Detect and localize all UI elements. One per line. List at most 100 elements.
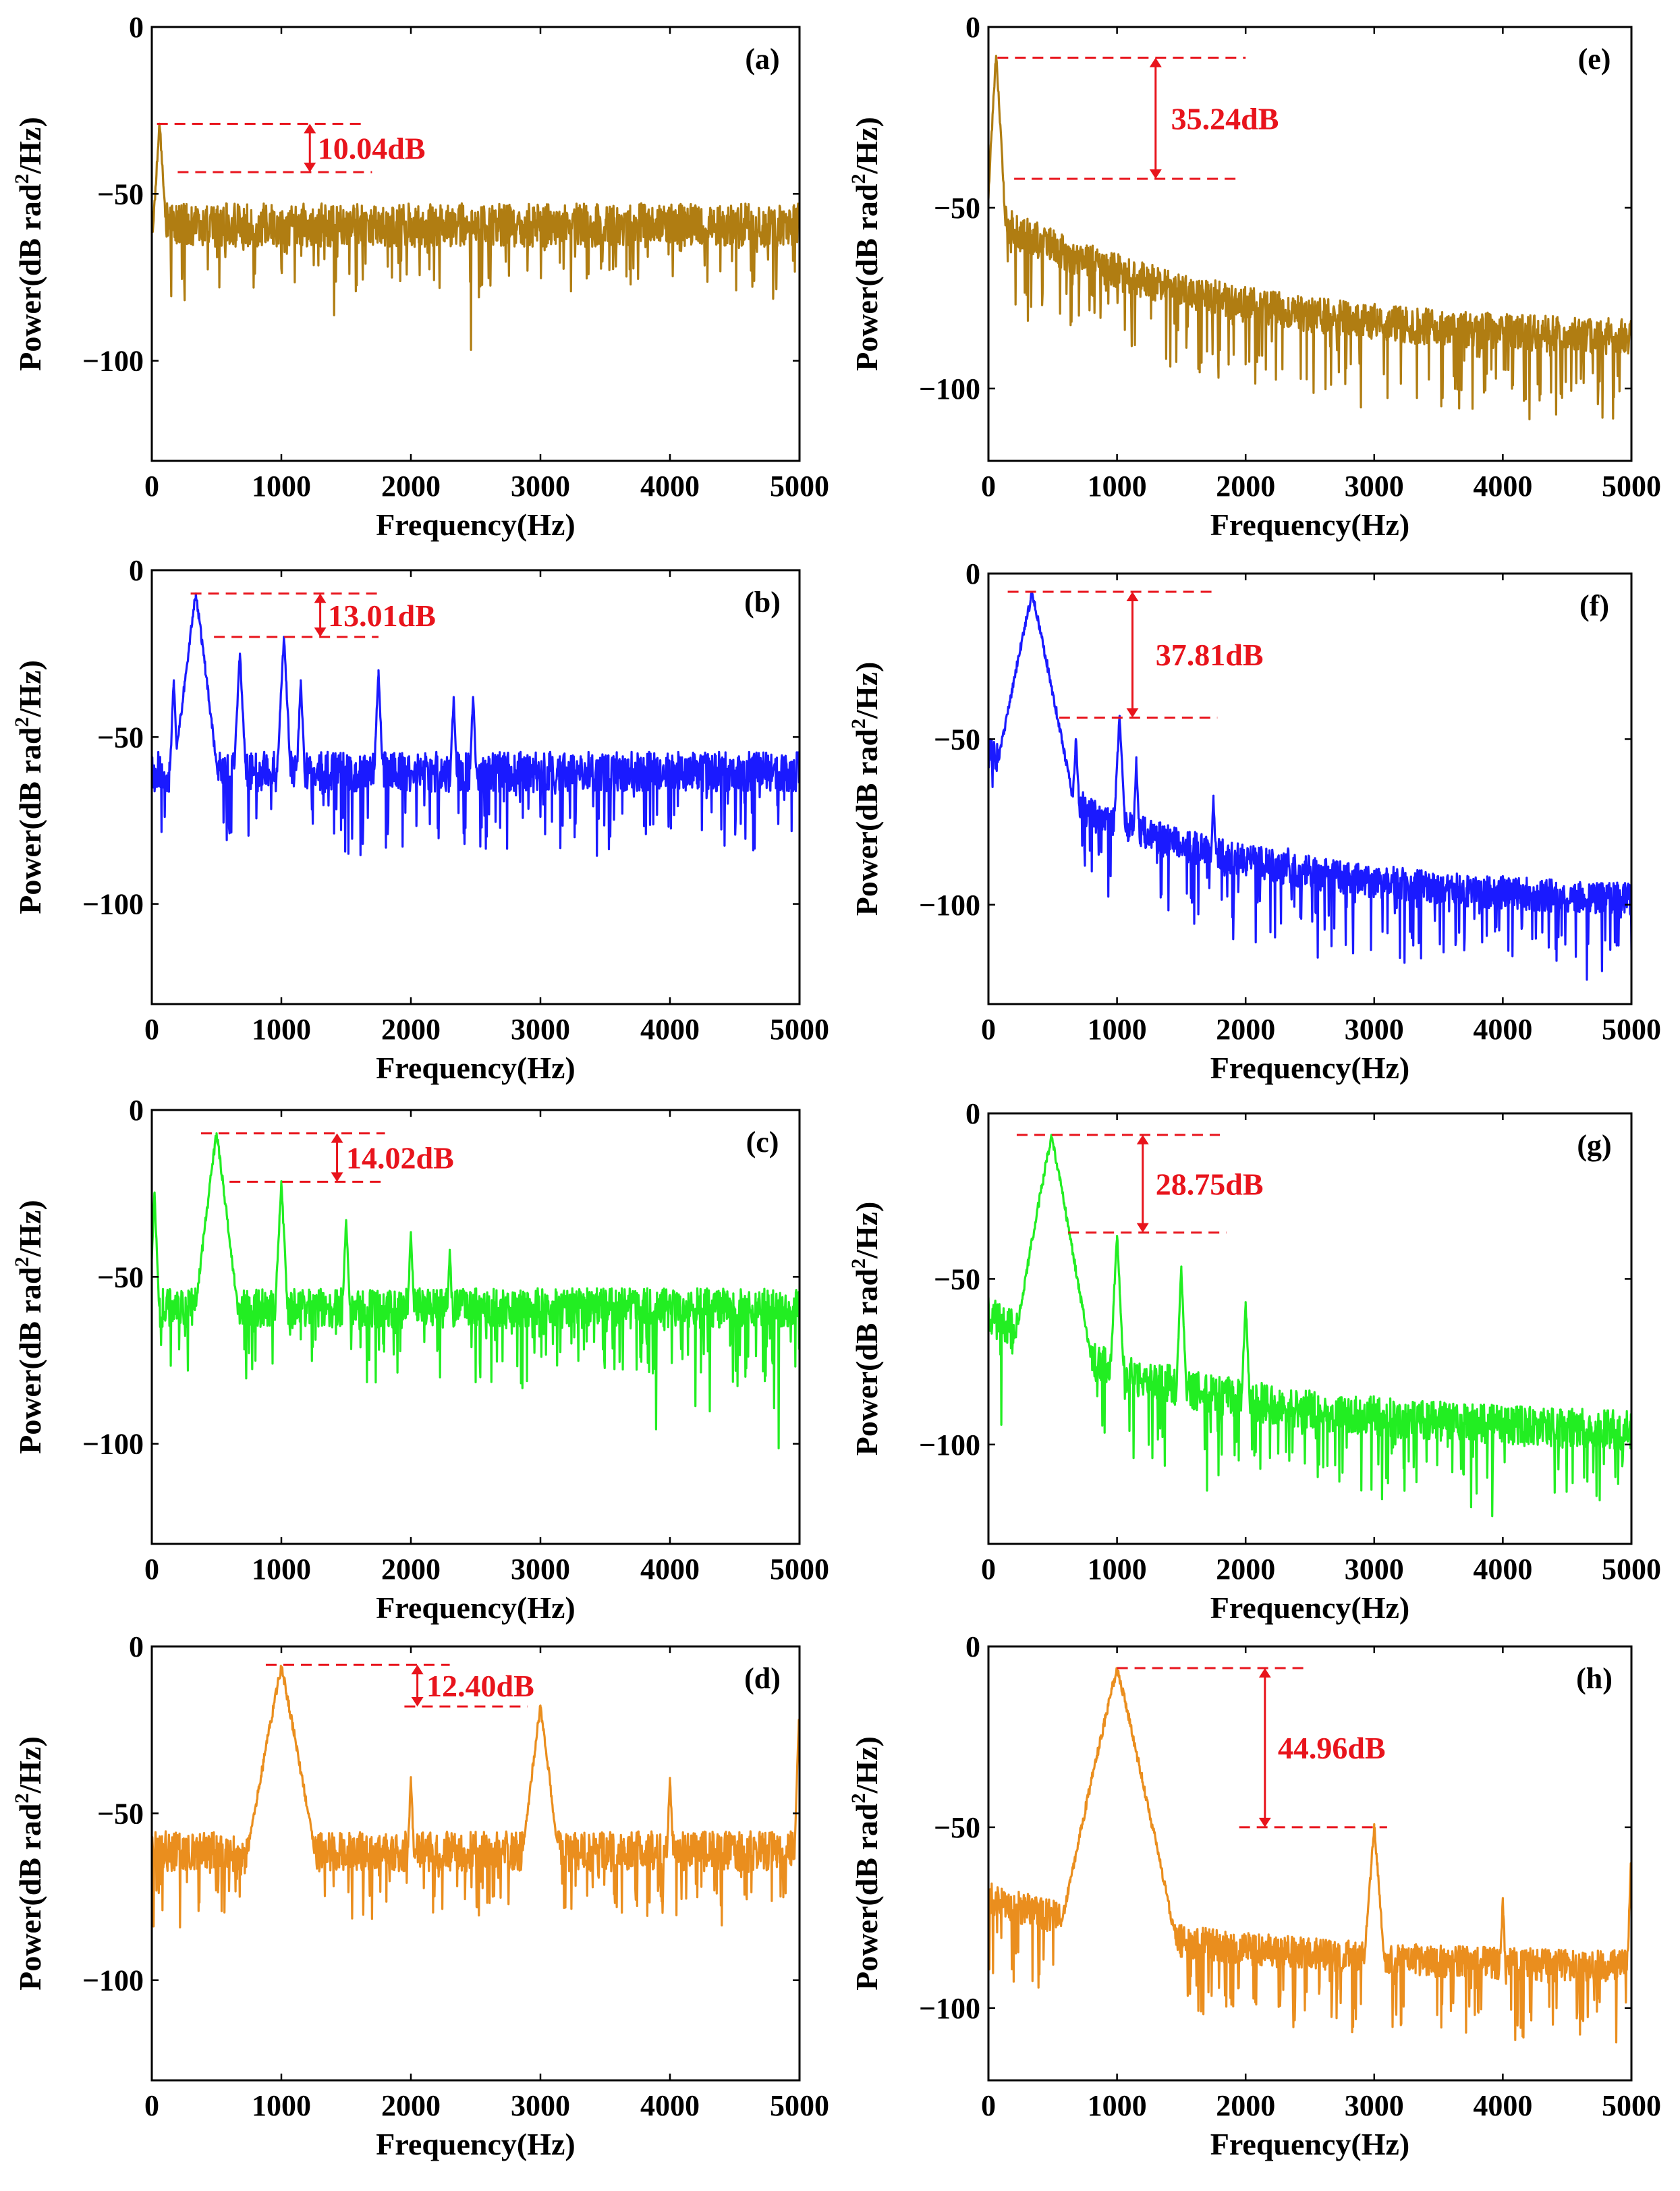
panel-label: (h) bbox=[1576, 1662, 1613, 1695]
y-tick-label: 0 bbox=[965, 1630, 980, 1663]
y-tick-label: −50 bbox=[97, 721, 144, 754]
panel-b: 0 1000 2000 3000 4000 5000 0 −50 −100 Frequency(H… bbox=[11, 554, 829, 1085]
x-tick-label: 1000 bbox=[1088, 1553, 1147, 1586]
panel-g: 0 1000 2000 3000 4000 5000 0 −50 −100 Frequency(H… bbox=[847, 1097, 1661, 1625]
y-tick-label: −50 bbox=[934, 1811, 980, 1844]
panel-label: (f) bbox=[1579, 589, 1609, 622]
panel-label: (e) bbox=[1578, 43, 1611, 76]
y-tick-label: 0 bbox=[129, 554, 144, 587]
x-tick-label: 0 bbox=[144, 1013, 159, 1046]
annotation-label: 14.02dB bbox=[346, 1140, 454, 1175]
x-tick-label: 0 bbox=[981, 2089, 996, 2122]
x-tick-label: 3000 bbox=[511, 1553, 570, 1586]
x-tick-label: 4000 bbox=[640, 2089, 700, 2122]
x-tick-label: 4000 bbox=[1473, 2089, 1532, 2122]
annotation-arrow-head-bottom-a bbox=[304, 163, 316, 173]
annotation-label: 44.96dB bbox=[1278, 1731, 1386, 1765]
x-tick-label: 5000 bbox=[770, 2089, 829, 2122]
x-tick-label: 2000 bbox=[381, 2089, 441, 2122]
annotation-label: 13.01dB bbox=[328, 599, 436, 633]
x-tick-label: 1000 bbox=[1088, 2089, 1147, 2122]
x-tick-label: 4000 bbox=[640, 1553, 700, 1586]
panel-label: (b) bbox=[744, 586, 781, 619]
x-tick-label: 5000 bbox=[1602, 2089, 1661, 2122]
x-tick-label: 1000 bbox=[1088, 470, 1147, 503]
y-tick-label: −100 bbox=[919, 889, 980, 922]
y-tick-label: 0 bbox=[965, 557, 980, 590]
x-tick-label: 1000 bbox=[1088, 1013, 1147, 1046]
y-axis-label: Power(dB rad2/Hz) bbox=[847, 1736, 884, 1991]
x-tick-label: 2000 bbox=[1216, 1553, 1275, 1586]
y-tick-label: −100 bbox=[82, 345, 144, 378]
x-tick-label: 4000 bbox=[1473, 1553, 1532, 1586]
panel-label: (g) bbox=[1577, 1129, 1611, 1162]
y-axis-label: Power(dB rad2/Hz) bbox=[847, 117, 884, 371]
series-line-d bbox=[152, 1665, 800, 1929]
annotation-arrow-head-bottom-f bbox=[1126, 708, 1139, 718]
plot-frame-h bbox=[987, 1645, 1633, 2082]
series-line-e bbox=[988, 55, 1631, 420]
annotation-arrow-head-top-e bbox=[1149, 57, 1162, 67]
annotation-arrow-head-top-h bbox=[1258, 1668, 1271, 1678]
annotation-arrow-head-top-a bbox=[304, 123, 316, 134]
x-axis-label: Frequency(Hz) bbox=[1210, 2127, 1410, 2161]
y-tick-label: −50 bbox=[934, 1263, 980, 1296]
x-axis-label: Frequency(Hz) bbox=[376, 1051, 576, 1085]
annotation-label: 12.40dB bbox=[426, 1669, 534, 1703]
plot-frame-d bbox=[150, 1645, 801, 2082]
x-tick-label: 3000 bbox=[1345, 2089, 1404, 2122]
panel-label: (d) bbox=[744, 1662, 781, 1695]
y-axis-label: Power(dB rad2/Hz) bbox=[847, 1202, 884, 1456]
panel-f: 0 1000 2000 3000 4000 5000 0 −50 −100 Frequency(H… bbox=[847, 557, 1661, 1085]
series-line-f bbox=[988, 592, 1631, 981]
series-line-g bbox=[988, 1134, 1631, 1518]
x-tick-label: 0 bbox=[144, 1553, 159, 1586]
y-tick-label: 0 bbox=[965, 1097, 980, 1130]
y-tick-label: −100 bbox=[82, 1964, 144, 1997]
plot-frame-f bbox=[987, 572, 1633, 1005]
x-axis-label: Frequency(Hz) bbox=[376, 507, 576, 542]
annotation-label: 37.81dB bbox=[1156, 638, 1264, 672]
plot-frame-a bbox=[150, 26, 801, 462]
y-tick-label: −50 bbox=[934, 723, 980, 756]
x-tick-label: 5000 bbox=[770, 1013, 829, 1046]
panel-h: 0 1000 2000 3000 4000 5000 0 −50 −100 Frequency(H… bbox=[847, 1630, 1661, 2161]
x-tick-label: 4000 bbox=[640, 470, 700, 503]
x-tick-label: 3000 bbox=[511, 1013, 570, 1046]
x-tick-label: 3000 bbox=[1345, 1553, 1404, 1586]
y-tick-label: −100 bbox=[919, 372, 980, 406]
y-tick-label: −100 bbox=[919, 1992, 980, 2025]
x-tick-label: 2000 bbox=[381, 470, 441, 503]
y-tick-label: 0 bbox=[129, 11, 144, 44]
x-tick-label: 1000 bbox=[252, 1553, 311, 1586]
x-tick-label: 1000 bbox=[252, 470, 311, 503]
x-tick-label: 3000 bbox=[511, 2089, 570, 2122]
x-axis-label: Frequency(Hz) bbox=[1210, 1051, 1410, 1085]
panel-label: (a) bbox=[745, 43, 779, 76]
x-axis-label: Frequency(Hz) bbox=[376, 1590, 576, 1625]
y-tick-label: −100 bbox=[82, 1428, 144, 1461]
y-tick-label: −100 bbox=[82, 888, 144, 921]
x-tick-label: 0 bbox=[981, 1013, 996, 1046]
x-tick-label: 2000 bbox=[381, 1553, 441, 1586]
y-tick-label: −50 bbox=[97, 1260, 144, 1294]
plot-frame-e bbox=[987, 26, 1633, 462]
series-line-b bbox=[152, 592, 800, 857]
plot-frame-g bbox=[987, 1112, 1633, 1545]
x-tick-label: 5000 bbox=[1602, 1553, 1661, 1586]
annotation-arrow-head-top-d bbox=[411, 1665, 424, 1675]
x-tick-label: 0 bbox=[981, 1553, 996, 1586]
annotation-arrow-head-bottom-h bbox=[1258, 1817, 1271, 1827]
panel-d: 0 1000 2000 3000 4000 5000 0 −50 −100 Frequency(H… bbox=[11, 1630, 829, 2161]
y-axis-label: Power(dB rad2/Hz) bbox=[847, 662, 884, 916]
annotation-label: 35.24dB bbox=[1171, 101, 1279, 136]
panel-e: 0 1000 2000 3000 4000 5000 0 −50 −100 Frequency(H… bbox=[847, 11, 1661, 542]
x-tick-label: 4000 bbox=[1473, 470, 1532, 503]
x-tick-label: 5000 bbox=[770, 470, 829, 503]
y-axis-label: Power(dB rad2/Hz) bbox=[11, 1736, 47, 1991]
y-axis-label: Power(dB rad2/Hz) bbox=[11, 117, 47, 371]
y-tick-label: −100 bbox=[919, 1429, 980, 1462]
annotation-arrow-head-top-f bbox=[1126, 591, 1139, 601]
panel-a: 0 1000 2000 3000 4000 5000 0 −50 −100 Frequency(H… bbox=[11, 11, 829, 542]
x-tick-label: 0 bbox=[981, 470, 996, 503]
